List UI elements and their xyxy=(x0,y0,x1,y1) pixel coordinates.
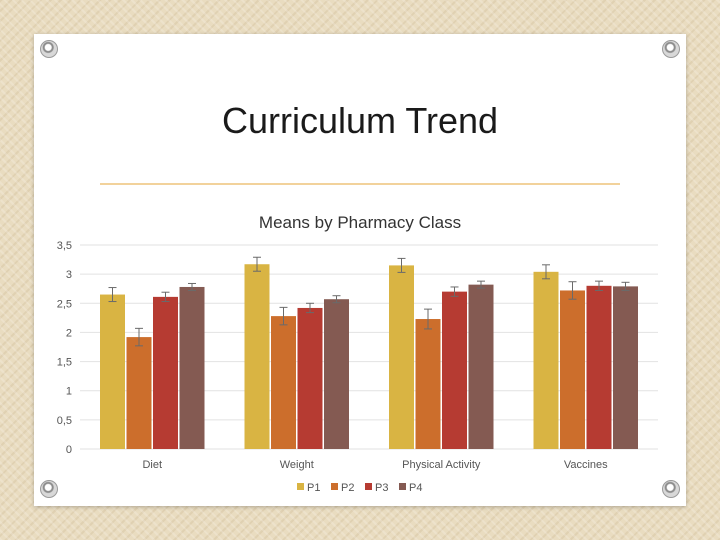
bar-p1 xyxy=(533,271,559,449)
pin-icon-top-right xyxy=(662,40,680,58)
y-tick-label: 2 xyxy=(66,327,72,339)
y-tick-label: 3,5 xyxy=(57,240,72,252)
legend-label: P2 xyxy=(341,482,354,494)
bar-p4 xyxy=(179,286,205,449)
bar-p2 xyxy=(126,337,152,449)
slide-title: Curriculum Trend xyxy=(221,100,499,141)
x-category-label: Diet xyxy=(142,459,162,471)
bar-p1 xyxy=(100,294,125,449)
bar-p4 xyxy=(468,284,494,449)
bar-p3 xyxy=(297,307,323,449)
legend-swatch xyxy=(365,483,372,490)
pin-icon-bottom-right xyxy=(662,480,680,498)
bar-p3 xyxy=(153,296,178,449)
bar-p1 xyxy=(244,264,270,449)
legend-swatch xyxy=(331,483,338,490)
y-tick-label: 1,5 xyxy=(57,357,72,369)
bar-p1 xyxy=(389,265,414,449)
legend-swatch xyxy=(399,483,406,490)
y-tick-label: 2,5 xyxy=(57,298,72,310)
bar-p4 xyxy=(324,299,349,449)
pin-icon-top-left xyxy=(40,40,58,58)
x-category-label: Physical Activity xyxy=(402,459,481,471)
x-category-label: Vaccines xyxy=(564,459,608,471)
y-tick-label: 0,5 xyxy=(57,415,72,427)
bar-p4 xyxy=(613,286,638,449)
x-category-label: Weight xyxy=(280,459,314,471)
pin-icon-bottom-left xyxy=(40,480,58,498)
y-tick-label: 3 xyxy=(66,269,72,281)
title-divider xyxy=(100,183,620,185)
chart-title: Means by Pharmacy Class xyxy=(259,213,461,232)
bar-p2 xyxy=(415,319,441,449)
legend-swatch xyxy=(297,483,304,490)
bar-p2 xyxy=(560,290,585,449)
bar-p3 xyxy=(442,291,467,449)
legend-label: P1 xyxy=(307,482,320,494)
bar-p2 xyxy=(271,316,296,449)
legend-label: P3 xyxy=(375,482,388,494)
legend-label: P4 xyxy=(409,482,422,494)
bar-p3 xyxy=(586,285,612,449)
y-tick-label: 1 xyxy=(66,386,72,398)
y-tick-label: 0 xyxy=(66,444,72,456)
